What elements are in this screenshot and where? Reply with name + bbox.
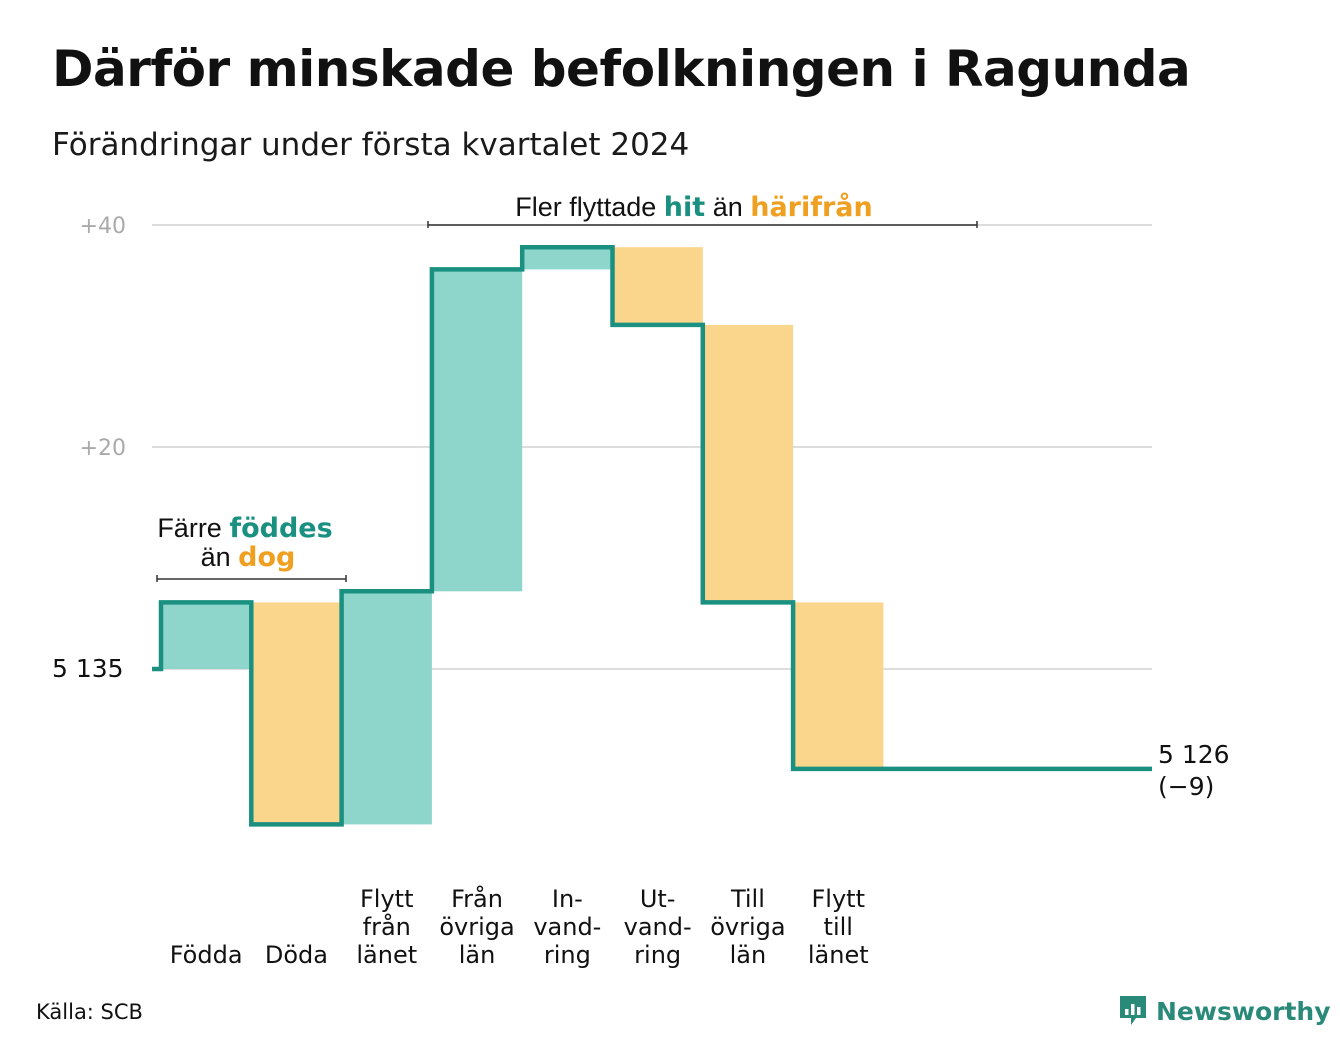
waterfall-bar — [793, 602, 884, 769]
y-tick-label: +40 — [80, 214, 126, 239]
category-label: övriga — [710, 913, 785, 941]
category-label: från — [363, 912, 411, 941]
category-label: ring — [544, 941, 591, 969]
category-label: ring — [634, 941, 681, 969]
births-bracket — [156, 575, 347, 582]
waterfall-bar — [251, 602, 342, 825]
migration-annotation: Fler flyttade hit än härifrån — [515, 191, 873, 223]
waterfall-bar — [161, 602, 252, 669]
category-label: till — [824, 913, 853, 941]
waterfall-bar — [702, 324, 794, 603]
category-label: Flytt — [360, 885, 414, 913]
category-label: vand- — [624, 913, 692, 941]
end-change-label: (−9) — [1158, 772, 1214, 801]
brand-name: Newsworthy — [1156, 996, 1331, 1026]
chart-title: Därför minskade befolkningen i Ragunda — [52, 40, 1191, 98]
category-label: länet — [356, 941, 417, 969]
waterfall-bar — [522, 247, 613, 270]
category-label: övriga — [439, 913, 514, 941]
waterfall-bar — [612, 247, 703, 325]
category-label: Flytt — [812, 885, 866, 913]
category-label: vand- — [533, 913, 601, 941]
category-label: län — [459, 941, 496, 969]
source-note: Källa: SCB — [36, 1000, 143, 1024]
start-value-label: 5 135 — [52, 654, 124, 683]
category-label: Födda — [170, 941, 243, 969]
category-label: In- — [552, 885, 583, 913]
end-value-label: 5 126 — [1158, 740, 1230, 769]
cumulative-step-line — [152, 244, 1152, 827]
y-tick-label: +20 — [80, 436, 126, 461]
waterfall-bar — [431, 269, 523, 592]
births-annotation-line2: än dog — [201, 542, 296, 573]
category-label: Till — [730, 885, 765, 913]
newsworthy-logo: Newsworthy — [1118, 994, 1331, 1028]
newsworthy-logo-icon — [1120, 996, 1146, 1025]
category-label: län — [730, 941, 767, 969]
category-label: Döda — [265, 941, 328, 969]
births-annotation-line1: Färre föddes — [157, 513, 332, 544]
migration-bracket — [427, 221, 978, 228]
category-label: Ut- — [640, 885, 676, 913]
category-label: Från — [451, 884, 503, 913]
category-label: länet — [808, 941, 869, 969]
chart-subtitle: Förändringar under första kvartalet 2024 — [52, 127, 690, 163]
waterfall-bar — [341, 591, 432, 825]
